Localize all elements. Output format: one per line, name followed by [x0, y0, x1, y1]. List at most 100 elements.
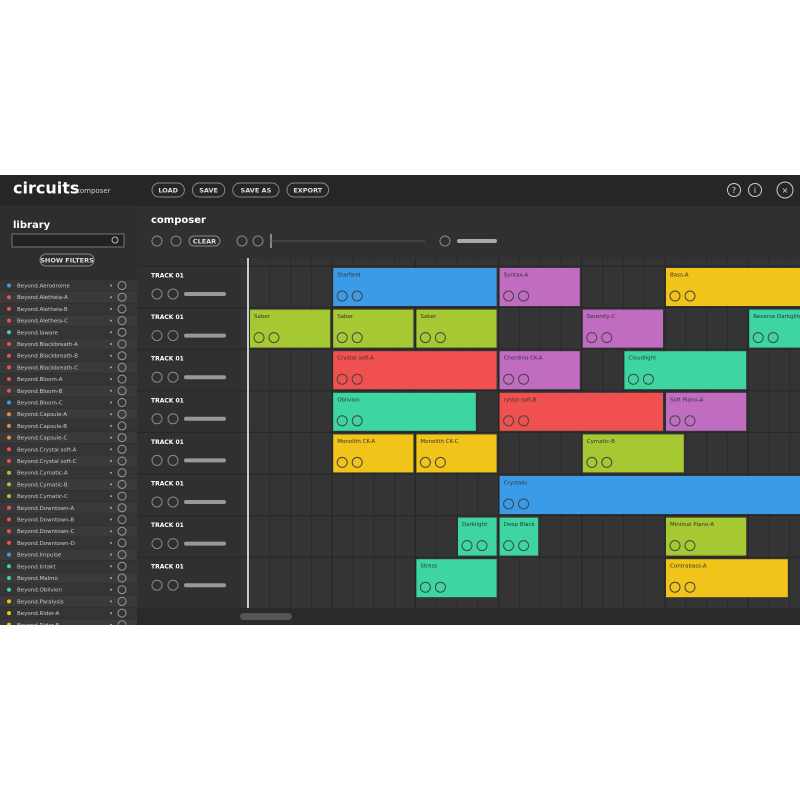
library-add[interactable]: [110, 354, 112, 357]
clip-play[interactable]: [669, 540, 681, 552]
library-row[interactable]: [0, 420, 137, 432]
library-play[interactable]: [117, 468, 127, 478]
clip[interactable]: [499, 476, 800, 514]
clip[interactable]: [582, 309, 663, 348]
clip-mute[interactable]: [434, 581, 446, 593]
library-play[interactable]: [117, 456, 127, 466]
clip-mute[interactable]: [434, 332, 446, 344]
library-add[interactable]: [110, 319, 112, 322]
library-row[interactable]: [0, 455, 137, 467]
library-row[interactable]: [0, 549, 137, 561]
library-add[interactable]: [110, 565, 112, 568]
track-play[interactable]: [151, 538, 163, 550]
library-add[interactable]: [110, 331, 112, 334]
header-button[interactable]: [232, 182, 280, 198]
clip-mute[interactable]: [684, 581, 696, 593]
library-add[interactable]: [110, 541, 112, 544]
clip[interactable]: [666, 268, 800, 306]
library-row[interactable]: [0, 397, 137, 408]
clip-play[interactable]: [627, 373, 639, 385]
library-add[interactable]: [110, 506, 112, 509]
header-icon[interactable]: [727, 183, 741, 197]
library-add[interactable]: [110, 436, 112, 439]
library-add[interactable]: [110, 460, 112, 462]
track-play[interactable]: [151, 288, 163, 300]
clip-mute[interactable]: [434, 456, 446, 468]
track-mute[interactable]: [167, 288, 179, 300]
library-play[interactable]: [117, 327, 127, 337]
track-mute[interactable]: [167, 371, 179, 383]
clip-mute[interactable]: [518, 498, 530, 510]
header-button[interactable]: [191, 182, 226, 198]
clip-play[interactable]: [336, 415, 348, 427]
library-play[interactable]: [117, 421, 127, 431]
library-play[interactable]: [117, 362, 127, 372]
clip[interactable]: [749, 309, 800, 348]
library-add[interactable]: [110, 307, 112, 310]
clip[interactable]: [416, 559, 497, 598]
clip[interactable]: [333, 392, 476, 431]
header-button[interactable]: [151, 182, 185, 198]
clip-mute[interactable]: [601, 456, 613, 468]
track-volume[interactable]: [184, 500, 226, 504]
library-play[interactable]: [117, 292, 127, 302]
library-add[interactable]: [110, 553, 112, 556]
library-row[interactable]: [0, 537, 137, 549]
library-add[interactable]: [110, 343, 112, 345]
library-add[interactable]: [110, 518, 112, 521]
clip[interactable]: [416, 309, 497, 348]
track-volume[interactable]: [184, 458, 226, 463]
library-add[interactable]: [110, 296, 112, 299]
track-volume[interactable]: [184, 541, 226, 546]
clip-play[interactable]: [503, 498, 515, 510]
clip-play[interactable]: [503, 290, 515, 302]
library-add[interactable]: [110, 401, 112, 404]
play-button[interactable]: [252, 235, 264, 247]
library-play[interactable]: [117, 374, 127, 384]
clip-play[interactable]: [669, 290, 681, 302]
clip-mute[interactable]: [684, 290, 696, 302]
library-add[interactable]: [110, 483, 112, 486]
clip-mute[interactable]: [351, 415, 363, 427]
library-row[interactable]: [0, 467, 137, 479]
library-add[interactable]: [110, 389, 112, 392]
library-row[interactable]: [0, 432, 137, 444]
track-play[interactable]: [151, 579, 163, 591]
track-volume[interactable]: [184, 583, 226, 588]
clip[interactable]: [666, 517, 747, 556]
clip-play[interactable]: [586, 332, 598, 344]
library-add[interactable]: [110, 588, 112, 591]
clip-play[interactable]: [503, 415, 515, 427]
library-row[interactable]: [0, 514, 137, 525]
library-add[interactable]: [110, 530, 112, 533]
library-row[interactable]: [0, 502, 137, 514]
clip-play[interactable]: [419, 332, 431, 344]
library-play[interactable]: [117, 596, 127, 606]
clip-mute[interactable]: [518, 540, 530, 552]
library-row[interactable]: [0, 572, 137, 584]
library-row[interactable]: [0, 315, 137, 327]
track-play[interactable]: [151, 496, 163, 508]
volume-slider[interactable]: [457, 239, 497, 243]
clip-play[interactable]: [669, 581, 681, 593]
track-volume[interactable]: [184, 375, 226, 380]
clip-mute[interactable]: [351, 373, 363, 385]
clip-mute[interactable]: [476, 540, 488, 552]
header-button[interactable]: [286, 182, 330, 198]
library-row[interactable]: [0, 490, 137, 502]
clip-mute[interactable]: [351, 290, 363, 302]
clip[interactable]: [333, 309, 414, 348]
clip-play[interactable]: [336, 290, 348, 302]
track-volume[interactable]: [184, 292, 226, 296]
track-play[interactable]: [151, 454, 163, 466]
library-row[interactable]: [0, 525, 137, 537]
library-add[interactable]: [110, 577, 112, 579]
track-play[interactable]: [151, 413, 163, 425]
library-add[interactable]: [110, 600, 112, 603]
clear-button[interactable]: [188, 235, 221, 247]
library-play[interactable]: [117, 281, 127, 290]
library-add[interactable]: [110, 366, 112, 369]
clip-play[interactable]: [586, 456, 598, 468]
library-play[interactable]: [117, 620, 127, 629]
library-play[interactable]: [117, 526, 127, 536]
